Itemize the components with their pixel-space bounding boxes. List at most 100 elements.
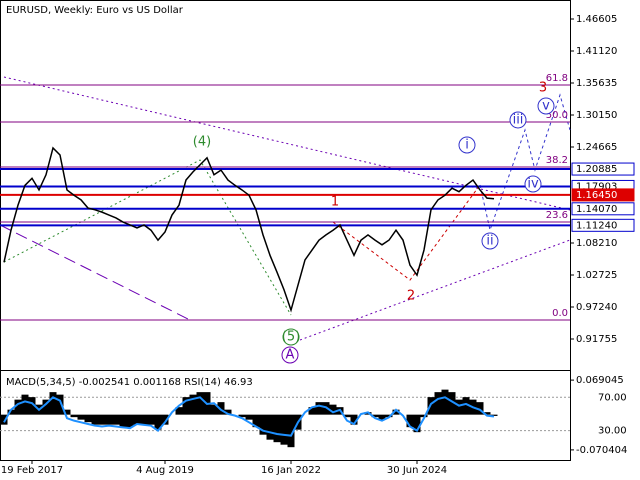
wave-label: (4): [193, 135, 211, 150]
macd-bar: [490, 414, 498, 416]
y-tick-label: -0.070404: [576, 445, 627, 456]
macd-bar: [42, 399, 50, 415]
macd-bar: [14, 399, 22, 415]
macd-bar: [98, 414, 106, 425]
price-label: 1.14070: [576, 204, 617, 215]
wave-circle: [537, 97, 555, 115]
macd-bar: [49, 392, 57, 415]
macd-bar: [126, 414, 134, 428]
price-line-series: [3, 146, 495, 313]
y-tick-label: 0.97240: [576, 302, 617, 313]
macd-bar: [196, 392, 204, 415]
fib-label: 50.0: [546, 110, 568, 121]
y-tick-label: 1.35635: [576, 78, 617, 89]
macd-bar: [105, 414, 113, 425]
macd-bar: [112, 414, 120, 425]
macd-bar: [476, 402, 484, 415]
fib-label: 61.8: [546, 73, 568, 84]
macd-bar: [182, 397, 190, 415]
price-label: 1.11240: [576, 220, 617, 231]
wave-circle: [509, 111, 527, 129]
macd-bar: [77, 414, 85, 420]
macd-bar: [70, 414, 78, 418]
macd-bar: [0, 414, 8, 425]
macd-bar: [315, 402, 323, 415]
price-label-box: [571, 162, 635, 176]
price-label: 1.16450: [576, 190, 617, 201]
macd-bar: [217, 402, 225, 415]
y-tick-label: 1.46605: [576, 14, 617, 25]
macd-bar: [119, 414, 127, 428]
macd-bar: [56, 394, 64, 415]
fib-label: 23.6: [546, 210, 568, 221]
macd-bar: [238, 414, 246, 418]
macd-bar: [224, 409, 232, 415]
wave-label: (5): [282, 330, 300, 345]
wave-circle: [481, 232, 499, 250]
macd-bar: [434, 392, 442, 415]
macd-bar: [266, 414, 274, 440]
wave-circle: [281, 346, 299, 364]
macd-bar: [133, 414, 141, 425]
macd-bar: [455, 399, 463, 415]
macd-bar: [175, 407, 183, 415]
y-tick-label: 1.41120: [576, 46, 617, 57]
wave-label: ii: [486, 234, 493, 249]
plot-frame: [0, 0, 571, 461]
y-tick-label: 1.24665: [576, 142, 617, 153]
macd-bar: [343, 414, 351, 418]
wave-label: v: [542, 99, 550, 114]
macd-bar: [259, 414, 267, 435]
macd-bar: [7, 409, 15, 415]
macd-bar: [189, 394, 197, 415]
wave-circle: [282, 328, 300, 346]
price-label-box: [571, 218, 635, 232]
x-tick-label: 19 Feb 2017: [1, 465, 63, 476]
price-label-box: [571, 202, 635, 216]
macd-bar: [273, 414, 281, 443]
macd-bar: [350, 414, 358, 425]
macd-bar: [287, 414, 295, 448]
macd-bar: [392, 409, 400, 415]
y-tick-label: 1.08210: [576, 238, 617, 249]
wave-label: i: [465, 138, 469, 153]
macd-bar: [378, 414, 386, 420]
wave-line: [3, 159, 292, 316]
wave-circle: [524, 175, 542, 193]
macd-bar: [210, 404, 218, 415]
macd-bar: [28, 397, 36, 415]
macd-bar: [63, 409, 71, 415]
macd-bar: [406, 414, 414, 428]
macd-bar: [147, 414, 155, 425]
macd-bar: [483, 412, 491, 415]
y-tick-label: 0.069045: [576, 375, 624, 386]
y-tick-label: 0.91755: [576, 334, 617, 345]
wave-circle: [458, 136, 476, 154]
rsi-line: [3, 396, 495, 437]
macd-bar: [329, 404, 337, 415]
price-label: 1.20885: [576, 164, 617, 175]
price-label-box: [571, 188, 635, 202]
chart-title: EURUSD, Weekly: Euro vs US Dollar: [6, 5, 184, 16]
macd-bar: [154, 414, 162, 430]
y2-tick-label: 70.00: [598, 392, 627, 403]
wave-label: 1: [331, 195, 339, 210]
wave-label: 3: [539, 81, 547, 96]
wave-label: A: [286, 348, 295, 363]
macd-bar: [161, 414, 169, 425]
trend-line: [3, 76, 571, 211]
macd-bar: [308, 407, 316, 415]
wave-label: 2: [407, 289, 415, 304]
macd-bar: [21, 394, 29, 415]
macd-bar: [140, 414, 148, 425]
macd-bar: [371, 414, 379, 418]
macd-bar: [245, 414, 253, 420]
fib-label: 0.0: [552, 308, 568, 319]
y2-tick-label: 30.00: [598, 426, 627, 437]
macd-bar: [448, 392, 456, 415]
macd-bar: [441, 389, 449, 415]
wave-label: iii: [513, 113, 524, 128]
x-tick-label: 4 Aug 2019: [136, 465, 194, 476]
wave-label: iv: [527, 177, 539, 192]
